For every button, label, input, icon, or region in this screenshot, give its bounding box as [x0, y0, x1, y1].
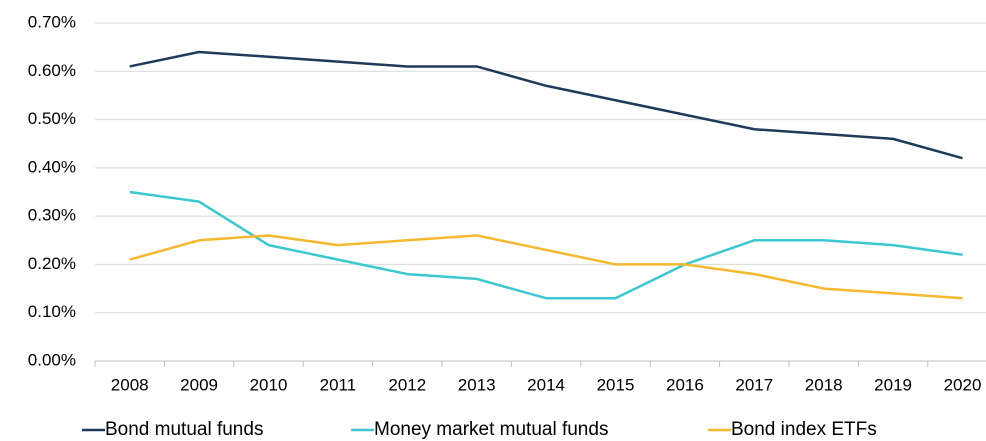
y-tick-label: 0.60%	[28, 61, 76, 80]
x-tick-label: 2014	[527, 375, 565, 394]
x-tick-label: 2012	[388, 375, 426, 394]
x-tick-label: 2020	[944, 375, 982, 394]
y-tick-label: 0.40%	[28, 157, 76, 176]
x-tick-label: 2018	[805, 375, 843, 394]
line-series	[129, 234, 963, 300]
x-tick-label: 2019	[874, 375, 912, 394]
line-series	[129, 190, 963, 300]
x-tick-label: 2008	[111, 375, 149, 394]
line-series	[129, 50, 963, 160]
y-tick-label: 0.50%	[28, 109, 76, 128]
legend-label: Bond index ETFs	[731, 419, 877, 440]
x-tick-label: 2013	[458, 375, 496, 394]
y-tick-label: 0.30%	[28, 206, 76, 225]
x-tick-label: 2015	[597, 375, 635, 394]
y-tick-label: 0.00%	[28, 350, 76, 369]
y-tick-label: 0.10%	[28, 302, 76, 321]
y-tick-label: 0.20%	[28, 254, 76, 273]
y-tick-label: 0.70%	[28, 12, 76, 31]
x-tick-label: 2011	[320, 375, 357, 394]
legend-label: Money market mutual funds	[374, 419, 608, 440]
legend-label: Bond mutual funds	[105, 419, 263, 440]
x-tick-label: 2017	[735, 375, 773, 394]
x-tick-label: 2016	[666, 375, 704, 394]
x-tick-label: 2009	[180, 375, 218, 394]
x-tick-label: 2010	[250, 375, 288, 394]
